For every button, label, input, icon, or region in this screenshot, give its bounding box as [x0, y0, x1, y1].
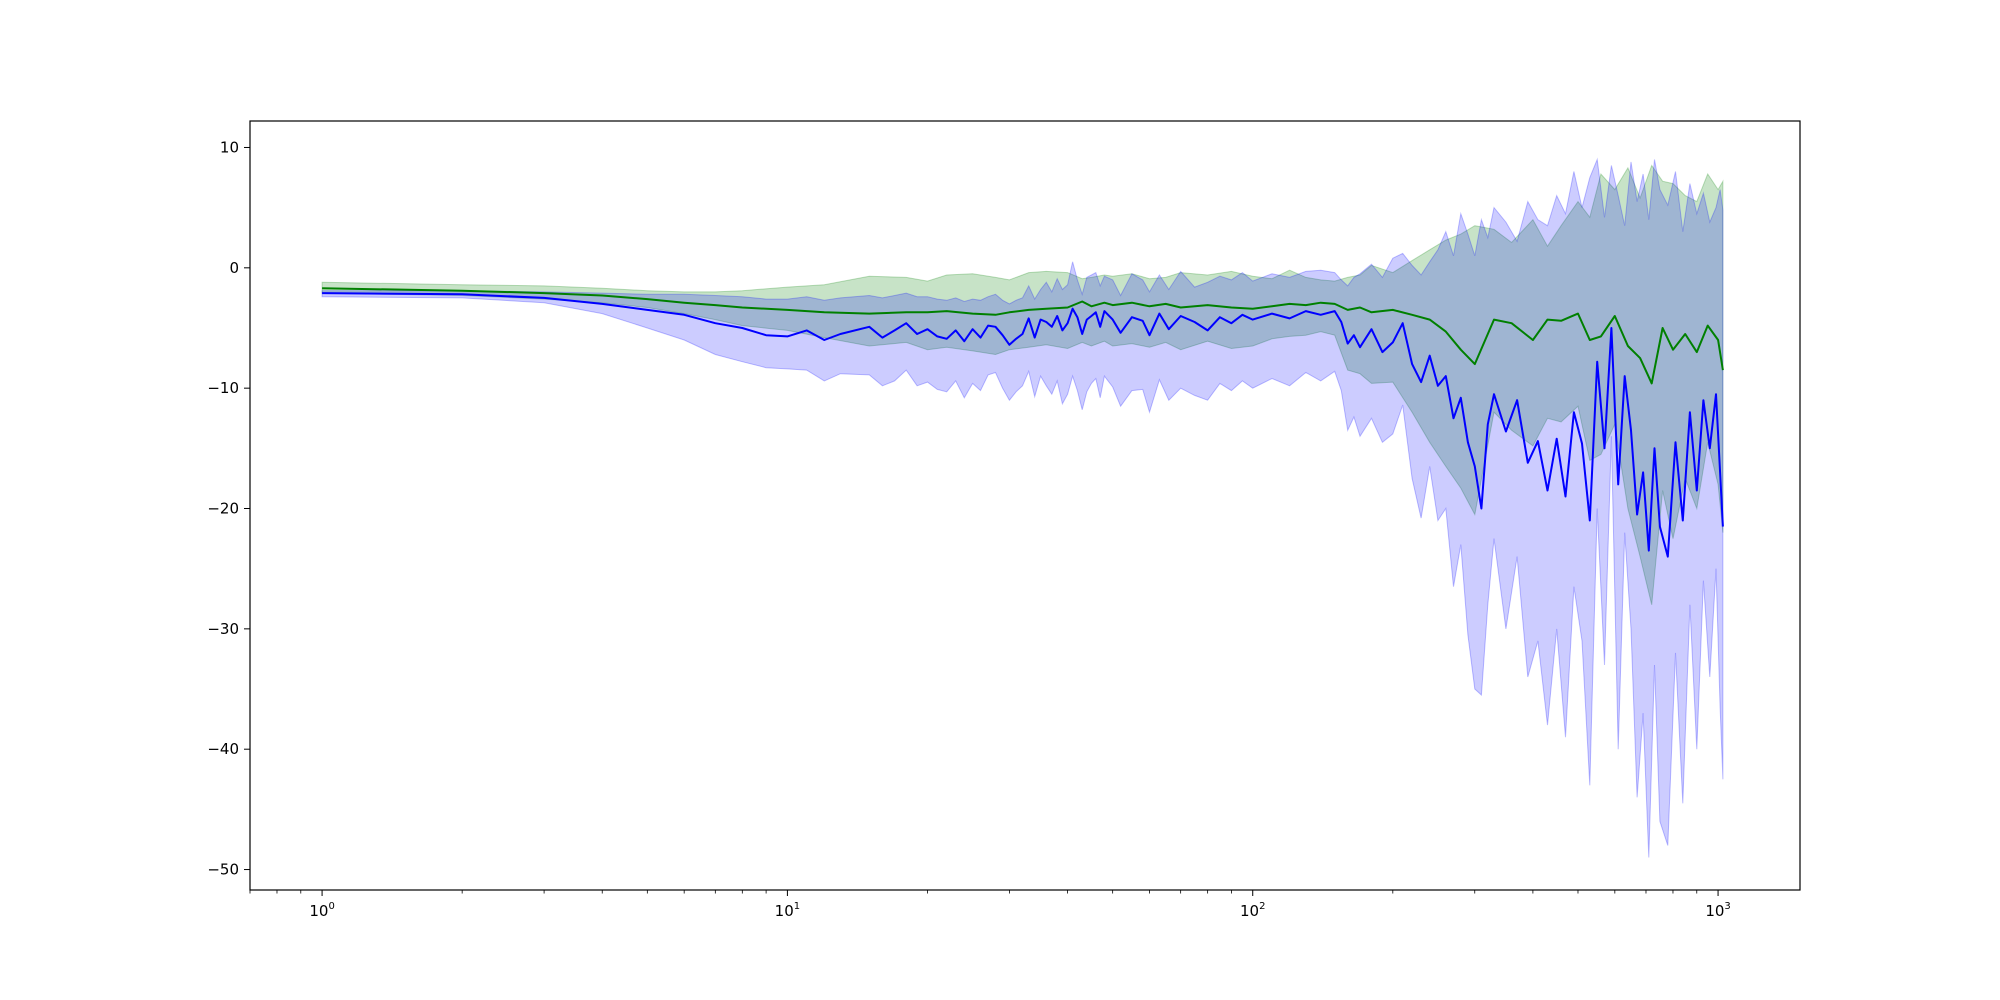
- x-tick-exponent: 2: [1259, 901, 1265, 912]
- y-tick-label: −50: [207, 861, 239, 879]
- y-tick-label: −30: [207, 620, 239, 638]
- x-tick-base: 10: [1240, 902, 1259, 920]
- x-tick-base: 10: [309, 902, 328, 920]
- plot-area: [250, 121, 1800, 890]
- x-tick-label: 100: [309, 901, 334, 920]
- x-tick-label: 101: [775, 901, 800, 920]
- x-axis: 100 101 102 103: [249, 890, 1731, 920]
- y-tick-label: 0: [229, 259, 239, 277]
- series-1-line: [322, 292, 1724, 558]
- y-tick-label: −40: [207, 740, 239, 758]
- y-tick-label: 10: [220, 138, 239, 156]
- x-tick-base: 10: [1705, 902, 1724, 920]
- series-0-line: [322, 287, 1724, 385]
- series-0-band: [321, 164, 1724, 605]
- x-tick-base: 10: [775, 902, 794, 920]
- x-tick-label: 102: [1240, 901, 1265, 920]
- x-tick-label: 103: [1705, 901, 1730, 920]
- y-tick-label: −10: [207, 379, 239, 397]
- x-tick-exponent: 3: [1724, 901, 1730, 912]
- x-tick-exponent: 1: [794, 901, 800, 912]
- y-tick-label: −20: [207, 500, 239, 518]
- x-tick-exponent: 0: [328, 901, 334, 912]
- series-lines: [322, 287, 1724, 558]
- y-axis: 10 0 −10 −20 −30 −40 −50: [207, 138, 250, 879]
- plot-frame: [249, 120, 1801, 891]
